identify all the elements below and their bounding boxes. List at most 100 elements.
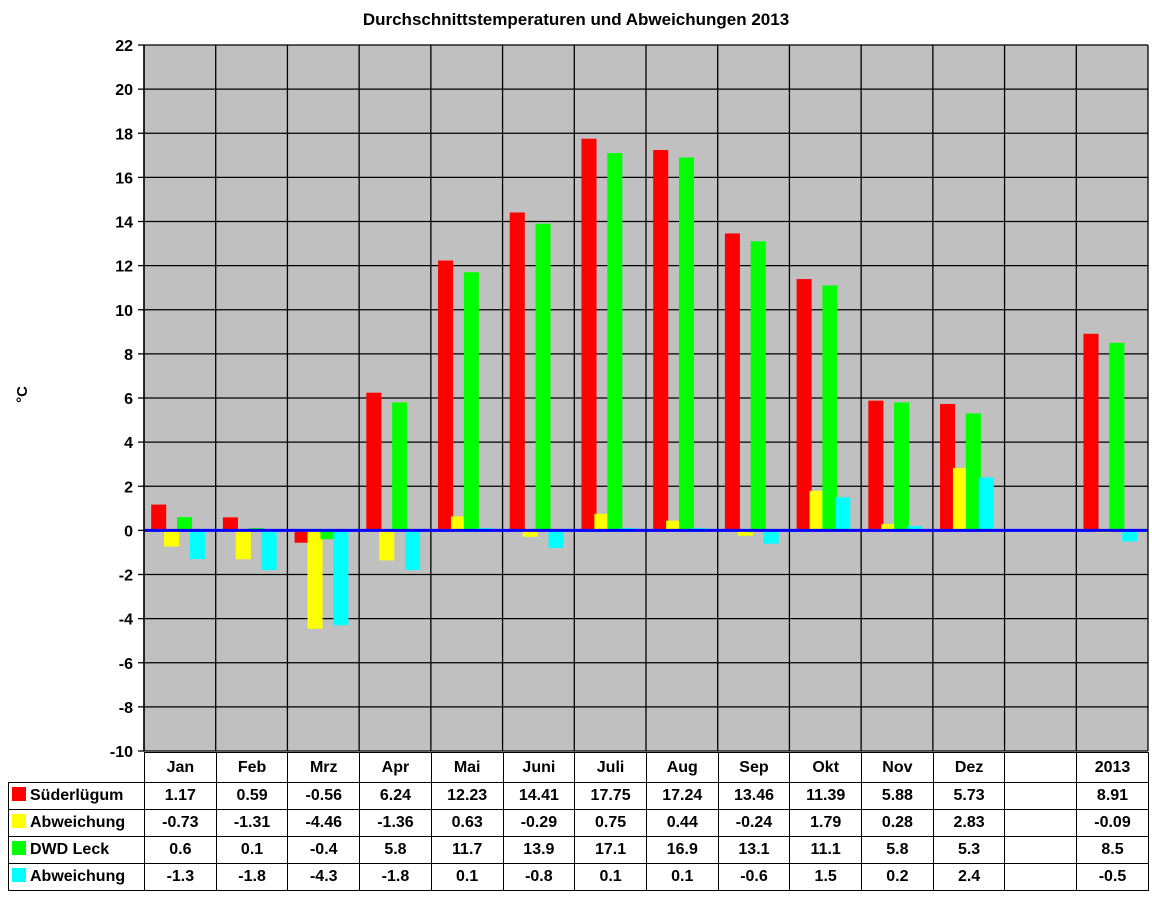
table-cell: 13.1 [717,836,791,864]
column-header: Feb [215,752,289,783]
table-cell: 2.83 [932,809,1006,837]
bar [653,150,669,531]
bar [509,212,525,531]
table-cell: 0.63 [430,809,504,837]
table-cell: -1.8 [359,863,432,891]
bar [366,392,382,531]
y-tick-label: 2 [124,479,133,496]
table-cell: 0.59 [215,782,289,810]
bar [235,530,251,560]
bar [261,530,277,571]
bar [581,138,597,531]
column-header: Mrz [287,752,361,783]
table-cell: -0.4 [287,836,361,864]
table-cell: -0.5 [1076,863,1149,891]
table-cell: 8.91 [1076,782,1149,810]
table-cell: 5.73 [932,782,1006,810]
data-table: Jan Feb Mrz Apr Mai Juni Juli Aug Sep Okt Nov Dez 20… [8,752,1149,891]
table-cell: 17.24 [645,782,719,810]
y-tick-label: 18 [115,126,133,143]
legend-label: Abweichung [30,868,126,885]
table-cell: 5.8 [359,836,432,864]
table-cell: 1.17 [144,782,217,810]
bar [796,279,812,531]
bar [965,413,981,531]
legend-swatch [12,868,26,882]
bar [392,402,408,531]
table-cell: 6.24 [359,782,432,810]
column-header: Aug [645,752,719,783]
table-cell: 14.41 [502,782,576,810]
bar [868,400,884,531]
table-cell [1004,809,1078,837]
legend-label: Abweichung [30,814,126,831]
table-cell: -0.73 [144,809,217,837]
bar [1122,530,1138,542]
table-cell: 1.79 [789,809,863,837]
table-cell: 1.5 [789,863,863,891]
bar [151,504,167,531]
table-cell: 13.9 [502,836,576,864]
legend-label: Süderlügum [30,787,124,804]
table-cell: -0.56 [287,782,361,810]
table-cell: -4.46 [287,809,361,837]
column-header: Juni [502,752,576,783]
table-cell: 0.1 [215,836,289,864]
table-cell: -1.3 [144,863,217,891]
bar [320,530,336,540]
column-header [1004,752,1078,783]
bar [307,530,323,629]
column-header: 2013 [1076,752,1149,783]
table-cell: 11.1 [789,836,863,864]
y-tick-label: 8 [124,347,133,364]
y-tick-label: 22 [115,38,133,55]
column-header: Dez [932,752,1006,783]
bar [940,403,956,531]
bar [294,530,310,543]
table-row: Süderlügum 1.17 0.59 -0.56 6.24 12.23 14.41 17.… [8,782,1149,810]
table-cell: -0.09 [1076,809,1149,837]
column-header: Jan [144,752,217,783]
table-cell: -0.6 [717,863,791,891]
table-cell: -1.8 [215,863,289,891]
bar [1109,342,1125,531]
y-tick-label: 10 [115,303,133,320]
table-cell: 17.75 [574,782,647,810]
table-cell: 0.28 [861,809,934,837]
y-tick-label: 0 [124,523,133,540]
bar [724,233,740,531]
bar [952,467,968,531]
table-cell: 5.8 [861,836,934,864]
bar [907,525,923,531]
bar [737,530,753,536]
column-header: Apr [359,752,432,783]
y-tick-label: -4 [119,612,133,629]
y-tick-label: 12 [115,259,133,276]
bar [763,530,779,544]
column-header: Sep [717,752,791,783]
bar [438,260,454,531]
bar [450,516,466,531]
table-cell [1004,782,1078,810]
y-tick-label: 14 [115,215,133,232]
table-row: DWD Leck 0.6 0.1 -0.4 5.8 11.7 13.9 17.1 16.9 13.… [8,836,1149,864]
bar [463,272,479,531]
y-tick-label: 4 [124,435,133,452]
table-cell: -1.31 [215,809,289,837]
y-tick-label: -2 [119,568,133,585]
bar [607,153,623,531]
table-cell: -0.24 [717,809,791,837]
bar [678,157,695,531]
column-header: Juli [574,752,647,783]
table-cell [1004,863,1078,891]
y-tick-label: -8 [119,700,133,717]
table-cell [1004,836,1078,864]
table-cell: 0.1 [430,863,504,891]
legend-swatch [12,814,26,828]
column-header: Okt [789,752,863,783]
bar [535,223,551,531]
legend-swatch [12,787,26,801]
y-tick-label: 6 [124,391,133,408]
table-cell: 11.7 [430,836,504,864]
